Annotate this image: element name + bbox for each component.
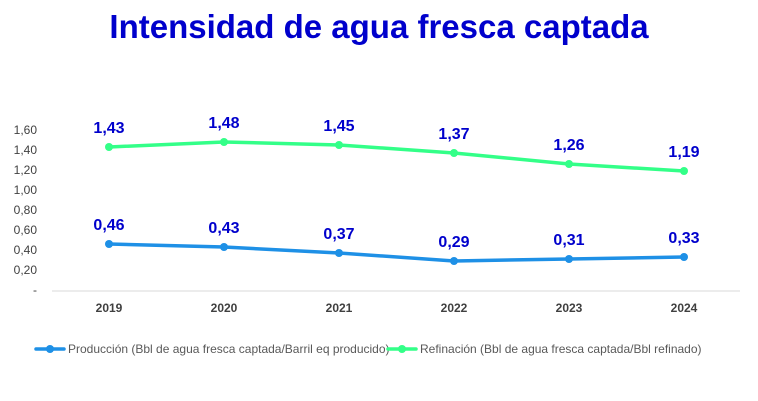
series-line	[107, 140, 686, 173]
chart-title: Intensidad de agua fresca captada	[109, 8, 649, 45]
data-label: 0,37	[323, 226, 354, 243]
y-tick-label: 0,60	[14, 223, 38, 237]
data-label: 0,43	[208, 220, 239, 237]
x-tick-label: 2023	[556, 301, 583, 315]
data-point	[450, 149, 458, 157]
data-point	[565, 160, 573, 168]
y-tick-label: 0,40	[14, 243, 38, 257]
y-tick-label: -	[33, 283, 37, 297]
y-tick-label: 0,20	[14, 263, 38, 277]
data-point	[335, 141, 343, 149]
data-label: 1,37	[438, 126, 469, 143]
y-tick-label: 0,80	[14, 203, 38, 217]
series-line	[107, 242, 686, 263]
y-tick-label: 1,20	[14, 163, 38, 177]
legend-marker	[46, 345, 54, 353]
data-label: 1,26	[553, 137, 584, 154]
data-point	[565, 255, 573, 263]
data-point	[450, 257, 458, 265]
legend-label: Producción (Bbl de agua fresca captada/B…	[68, 342, 390, 356]
x-tick-label: 2021	[326, 301, 353, 315]
data-label: 0,31	[553, 232, 584, 249]
data-label: 1,19	[668, 144, 699, 161]
data-label: 1,48	[208, 115, 239, 132]
legend: Producción (Bbl de agua fresca captada/B…	[34, 342, 702, 356]
legend-label: Refinación (Bbl de agua fresca captada/B…	[420, 342, 702, 356]
data-point	[335, 249, 343, 257]
data-point	[220, 138, 228, 146]
x-tick-label: 2019	[96, 301, 123, 315]
series-lines	[105, 138, 688, 265]
x-tick-label: 2024	[671, 301, 698, 315]
y-tick-label: 1,40	[14, 143, 38, 157]
data-label: 0,29	[438, 234, 469, 251]
data-point	[680, 167, 688, 175]
data-label: 1,43	[93, 120, 124, 137]
x-tick-label: 2020	[211, 301, 238, 315]
legend-marker	[398, 345, 406, 353]
data-point	[105, 240, 113, 248]
x-tick-label: 2022	[441, 301, 468, 315]
data-point	[220, 243, 228, 251]
y-tick-label: 1,60	[14, 123, 38, 137]
data-point	[105, 143, 113, 151]
data-label: 1,45	[323, 118, 354, 135]
data-point	[680, 253, 688, 261]
data-label: 0,33	[668, 230, 699, 247]
y-axis: - 0,20 0,40 0,60 0,80 1,00 1,20 1,40 1,60	[14, 123, 38, 297]
x-axis: 2019 2020 2021 2022 2023 2024	[96, 301, 698, 315]
data-label: 0,46	[93, 217, 124, 234]
y-tick-label: 1,00	[14, 183, 38, 197]
data-labels: 0,46 0,43 0,37 0,29 0,31 0,33 1,43 1,48 1,45 1,37…	[93, 115, 699, 251]
